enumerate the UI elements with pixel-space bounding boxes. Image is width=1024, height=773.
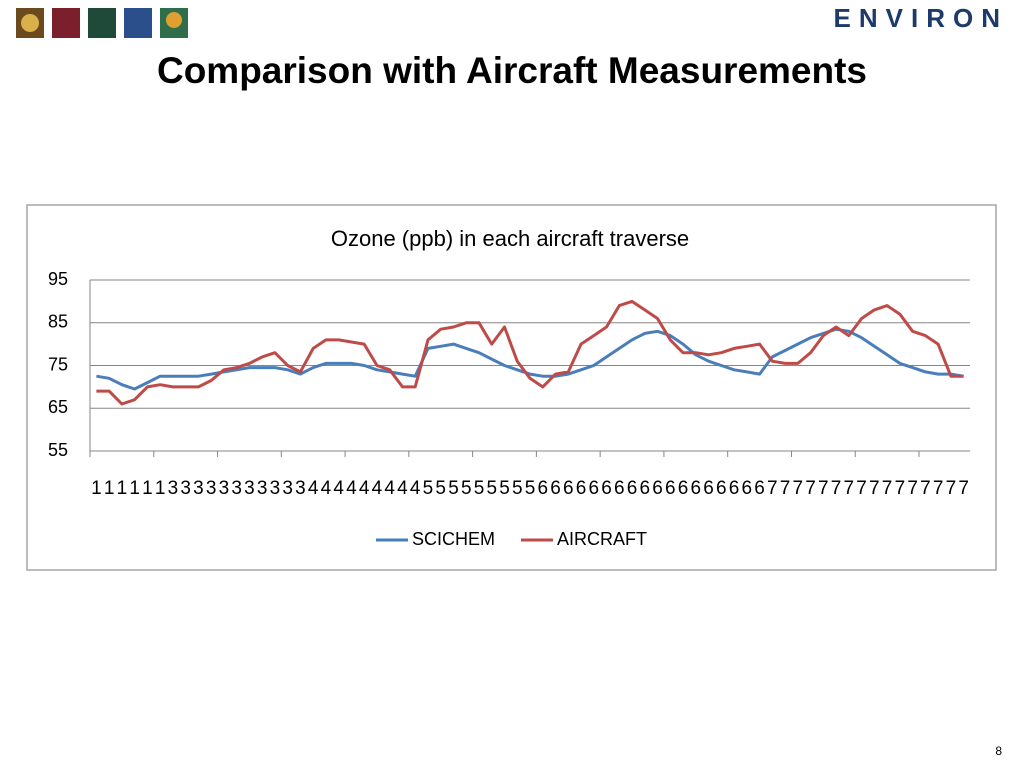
x-tick-label: 7 bbox=[793, 478, 804, 499]
x-tick-label: 7 bbox=[946, 478, 957, 499]
x-tick-label: 5 bbox=[525, 478, 536, 499]
x-tick-label: 3 bbox=[206, 478, 217, 499]
x-tick-label: 5 bbox=[435, 478, 446, 499]
x-tick-label: 1 bbox=[104, 478, 115, 499]
legend-label: AIRCRAFT bbox=[557, 529, 647, 549]
x-tick-label: 7 bbox=[856, 478, 867, 499]
x-tick-label: 3 bbox=[282, 478, 293, 499]
x-tick-label: 3 bbox=[270, 478, 281, 499]
y-tick-label: 85 bbox=[48, 312, 68, 332]
x-tick-label: 5 bbox=[486, 478, 497, 499]
x-tick-label: 5 bbox=[423, 478, 434, 499]
x-tick-label: 6 bbox=[627, 478, 638, 499]
y-tick-label: 65 bbox=[48, 397, 68, 417]
y-tick-label: 75 bbox=[48, 354, 68, 374]
x-tick-label: 7 bbox=[869, 478, 880, 499]
icon bbox=[52, 8, 80, 38]
y-tick-label: 55 bbox=[48, 440, 68, 460]
x-tick-label: 6 bbox=[754, 478, 765, 499]
x-tick-label: 6 bbox=[639, 478, 650, 499]
y-tick-label: 95 bbox=[48, 269, 68, 289]
legend-label: SCICHEM bbox=[412, 529, 495, 549]
x-tick-label: 4 bbox=[397, 478, 408, 499]
chart-title: Ozone (ppb) in each aircraft traverse bbox=[331, 226, 689, 251]
x-tick-label: 6 bbox=[614, 478, 625, 499]
x-tick-label: 7 bbox=[895, 478, 906, 499]
x-tick-label: 6 bbox=[537, 478, 548, 499]
series-line bbox=[96, 327, 964, 391]
x-tick-label: 1 bbox=[142, 478, 153, 499]
x-tick-label: 7 bbox=[882, 478, 893, 499]
x-tick-label: 6 bbox=[742, 478, 753, 499]
x-tick-label: 7 bbox=[920, 478, 931, 499]
page-number: 8 bbox=[995, 744, 1002, 758]
slide-title: Comparison with Aircraft Measurements bbox=[157, 50, 867, 91]
x-tick-label: 5 bbox=[474, 478, 485, 499]
x-tick-label: 7 bbox=[844, 478, 855, 499]
series-line bbox=[96, 299, 964, 406]
x-tick-label: 6 bbox=[703, 478, 714, 499]
x-tick-label: 3 bbox=[193, 478, 204, 499]
x-tick-label: 5 bbox=[461, 478, 472, 499]
logo: ENVIRON bbox=[834, 3, 1008, 33]
x-tick-label: 5 bbox=[448, 478, 459, 499]
x-tick-label: 4 bbox=[308, 478, 319, 499]
x-tick-label: 4 bbox=[359, 478, 370, 499]
x-tick-label: 3 bbox=[219, 478, 230, 499]
x-tick-label: 6 bbox=[588, 478, 599, 499]
x-tick-label: 7 bbox=[767, 478, 778, 499]
x-tick-label: 5 bbox=[512, 478, 523, 499]
x-tick-label: 6 bbox=[576, 478, 587, 499]
x-tick-label: 3 bbox=[295, 478, 306, 499]
x-tick-label: 4 bbox=[410, 478, 421, 499]
x-tick-label: 7 bbox=[805, 478, 816, 499]
x-tick-label: 6 bbox=[563, 478, 574, 499]
x-tick-label: 6 bbox=[652, 478, 663, 499]
x-tick-label: 7 bbox=[780, 478, 791, 499]
x-tick-label: 7 bbox=[933, 478, 944, 499]
x-tick-label: 4 bbox=[372, 478, 383, 499]
x-tick-label: 4 bbox=[333, 478, 344, 499]
x-tick-label: 3 bbox=[168, 478, 179, 499]
x-tick-label: 4 bbox=[321, 478, 332, 499]
x-tick-label: 6 bbox=[678, 478, 689, 499]
x-tick-label: 7 bbox=[818, 478, 829, 499]
x-tick-label: 1 bbox=[91, 478, 102, 499]
x-tick-label: 6 bbox=[716, 478, 727, 499]
x-tick-label: 3 bbox=[257, 478, 268, 499]
x-tick-label: 7 bbox=[831, 478, 842, 499]
x-tick-label: 7 bbox=[958, 478, 969, 499]
icon bbox=[166, 12, 182, 28]
x-tick-label: 4 bbox=[384, 478, 395, 499]
x-tick-label: 3 bbox=[244, 478, 255, 499]
x-tick-label: 1 bbox=[155, 478, 166, 499]
x-tick-label: 6 bbox=[665, 478, 676, 499]
x-tick-label: 6 bbox=[691, 478, 702, 499]
header-icons bbox=[16, 8, 188, 38]
x-tick-label: 3 bbox=[231, 478, 242, 499]
x-tick-label: 1 bbox=[117, 478, 128, 499]
x-tick-label: 7 bbox=[907, 478, 918, 499]
x-tick-label: 6 bbox=[729, 478, 740, 499]
x-tick-label: 4 bbox=[346, 478, 357, 499]
x-tick-label: 3 bbox=[180, 478, 191, 499]
icon bbox=[124, 8, 152, 38]
x-tick-label: 1 bbox=[129, 478, 140, 499]
icon bbox=[88, 8, 116, 38]
x-tick-label: 6 bbox=[601, 478, 612, 499]
x-tick-label: 6 bbox=[550, 478, 561, 499]
x-tick-label: 5 bbox=[499, 478, 510, 499]
icon bbox=[21, 14, 39, 32]
